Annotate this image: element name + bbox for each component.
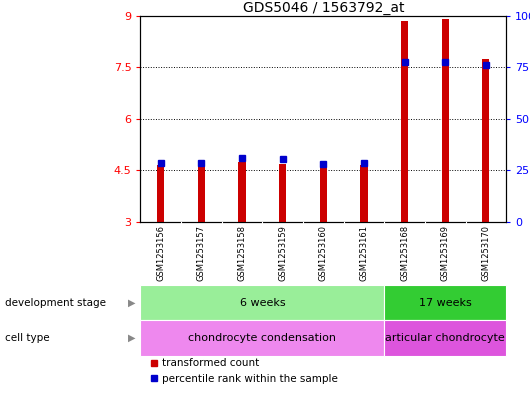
Text: GSM1253161: GSM1253161 xyxy=(359,225,368,281)
Text: GSM1253158: GSM1253158 xyxy=(237,225,246,281)
Text: articular chondrocyte: articular chondrocyte xyxy=(385,333,505,343)
Bar xyxy=(140,320,384,356)
Text: 17 weeks: 17 weeks xyxy=(419,298,472,308)
Legend: transformed count, percentile rank within the sample: transformed count, percentile rank withi… xyxy=(146,354,342,388)
Bar xyxy=(384,320,506,356)
Text: ▶: ▶ xyxy=(128,333,135,343)
Bar xyxy=(320,167,327,222)
Bar xyxy=(401,21,408,222)
Bar xyxy=(198,165,205,222)
Bar xyxy=(441,19,449,222)
Bar xyxy=(140,285,384,320)
Bar xyxy=(482,59,490,222)
Text: GSM1253160: GSM1253160 xyxy=(319,225,328,281)
Text: GSM1253169: GSM1253169 xyxy=(441,225,449,281)
Text: GSM1253159: GSM1253159 xyxy=(278,225,287,281)
Text: GSM1253156: GSM1253156 xyxy=(156,225,165,281)
Text: GSM1253170: GSM1253170 xyxy=(481,225,490,281)
Bar xyxy=(279,163,286,222)
Bar xyxy=(157,165,164,222)
Text: ▶: ▶ xyxy=(128,298,135,308)
Text: GSM1253157: GSM1253157 xyxy=(197,225,206,281)
Title: GDS5046 / 1563792_at: GDS5046 / 1563792_at xyxy=(243,1,404,15)
Bar xyxy=(238,162,246,222)
Text: GSM1253168: GSM1253168 xyxy=(400,225,409,281)
Text: 6 weeks: 6 weeks xyxy=(240,298,285,308)
Text: cell type: cell type xyxy=(5,333,50,343)
Text: chondrocyte condensation: chondrocyte condensation xyxy=(188,333,337,343)
Bar xyxy=(360,165,368,222)
Bar xyxy=(384,285,506,320)
Text: development stage: development stage xyxy=(5,298,107,308)
